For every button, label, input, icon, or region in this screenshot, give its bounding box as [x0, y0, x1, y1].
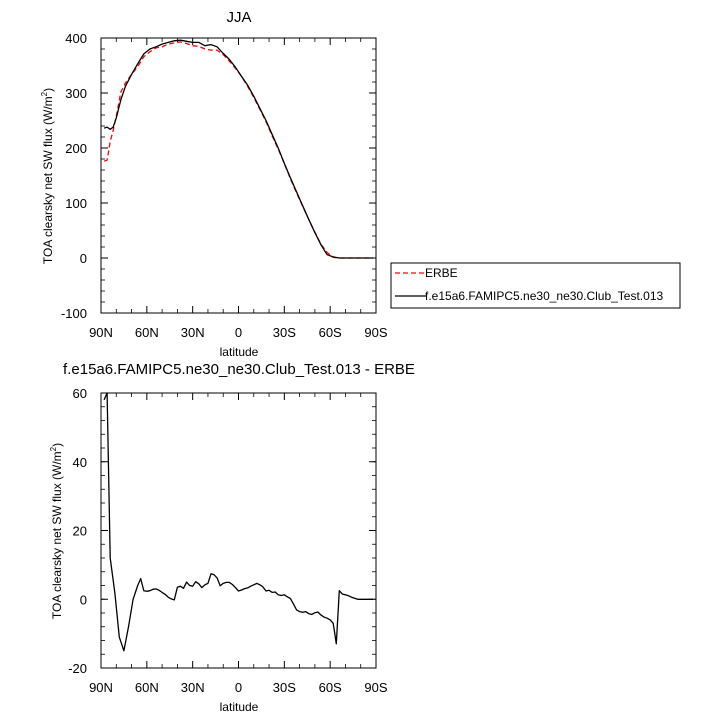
legend-label-model: f.e15a6.FAMIPC5.ne30_ne30.Club_Test.013: [425, 289, 663, 303]
bottom-y-tick-label: 20: [73, 524, 87, 539]
bottom-chart: f.e15a6.FAMIPC5.ne30_ne30.Club_Test.013 …: [49, 361, 415, 714]
top-series-line-model: [103, 39, 373, 259]
bottom-y-tick-labels: -20 0 20 40 60: [68, 386, 87, 676]
top-x-axis-label: latitude: [220, 345, 259, 359]
top-chart: JJA 90N 60N 30N 0 30S 60S 90S -100 0 100 200 300 40…: [40, 9, 681, 359]
top-y-axis-label-close: ): [41, 88, 55, 92]
legend: ERBE f.e15a6.FAMIPC5.ne30_ne30.Club_Test…: [390, 262, 681, 309]
top-y-tick-label: 0: [80, 251, 87, 266]
top-x-tick-label: 30S: [273, 325, 296, 340]
top-x-tick-label: 60S: [319, 325, 342, 340]
bottom-x-tick-label: 0: [235, 680, 242, 695]
top-axis-ticks: [100, 37, 377, 314]
bottom-y-axis-label-sup: 2: [49, 446, 58, 451]
bottom-chart-title: f.e15a6.FAMIPC5.ne30_ne30.Club_Test.013 …: [63, 361, 415, 378]
top-y-tick-label: 400: [65, 31, 87, 46]
bottom-y-axis-label: TOA clearsky net SW flux (W/m2): [49, 443, 64, 619]
bottom-y-tick-label: 0: [80, 592, 87, 607]
top-y-axis-label: TOA clearsky net SW flux (W/m2): [40, 88, 55, 264]
top-x-tick-label: 30N: [181, 325, 205, 340]
top-chart-title: JJA: [226, 9, 251, 26]
legend-box: [390, 262, 681, 309]
bottom-y-axis-label-main: TOA clearsky net SW flux (W/m: [50, 451, 64, 619]
top-x-tick-label: 90N: [89, 325, 113, 340]
top-y-axis-label-main: TOA clearsky net SW flux (W/m: [41, 96, 55, 264]
bottom-x-tick-label: 60S: [319, 680, 342, 695]
bottom-x-axis-label: latitude: [220, 700, 259, 714]
bottom-x-tick-label: 30N: [181, 680, 205, 695]
bottom-x-tick-labels: 90N 60N 30N 0 30S 60S 90S: [89, 680, 388, 695]
bottom-x-tick-label: 30S: [273, 680, 296, 695]
top-series-line-erbe: [103, 41, 373, 259]
top-y-tick-labels: -100 0 100 200 300 400: [61, 31, 87, 321]
bottom-y-tick-label: -20: [68, 661, 87, 676]
bottom-plot-frame: [100, 392, 377, 669]
top-y-tick-label: 100: [65, 196, 87, 211]
legend-label-erbe: ERBE: [425, 266, 458, 280]
bottom-series-line-difference: [103, 392, 373, 652]
top-y-tick-label: -100: [61, 306, 87, 321]
top-y-axis-label-sup: 2: [40, 91, 49, 96]
bottom-y-tick-label: 60: [73, 386, 87, 401]
top-x-tick-labels: 90N 60N 30N 0 30S 60S 90S: [89, 325, 388, 340]
top-x-tick-label: 60N: [135, 325, 159, 340]
top-plot-series: [103, 39, 373, 259]
bottom-x-tick-label: 90S: [364, 680, 387, 695]
bottom-x-tick-label: 90N: [89, 680, 113, 695]
top-y-tick-label: 200: [65, 141, 87, 156]
top-y-tick-label: 300: [65, 86, 87, 101]
top-x-tick-label: 0: [235, 325, 242, 340]
bottom-y-axis-label-close: ): [50, 443, 64, 447]
bottom-x-tick-label: 60N: [135, 680, 159, 695]
bottom-y-tick-label: 40: [73, 455, 87, 470]
top-x-tick-label: 90S: [364, 325, 387, 340]
top-plot-frame: [100, 37, 377, 314]
bottom-plot-series: [103, 392, 373, 652]
bottom-axis-ticks: [100, 392, 377, 669]
